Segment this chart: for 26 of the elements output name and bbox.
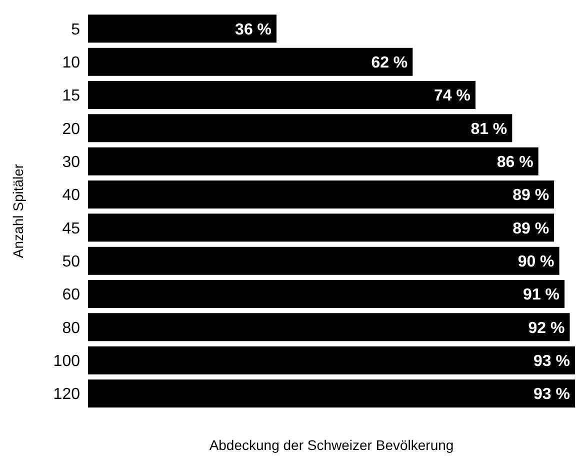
data-label: 92 % [528,320,565,337]
y-tick-label: 30 [62,154,80,171]
y-tick-label: 60 [62,286,80,304]
data-label: 74 % [434,88,471,105]
data-label: 89 % [512,187,550,204]
data-label: 91 % [523,286,560,304]
y-tick-label: 50 [62,253,80,270]
data-label: 90 % [518,254,554,270]
data-label: 62 % [371,54,408,72]
data-label: 89 % [512,220,550,238]
y-tick-label: 15 [62,88,80,105]
x-axis-title: Abdeckung der Schweizer Bevölkerung [209,437,454,453]
y-tick-label: 10 [62,54,80,72]
y-tick-label: 45 [62,220,80,238]
data-label: 93 % [534,353,570,370]
data-label: 93 % [534,386,570,404]
data-label: 36 % [235,21,272,38]
data-label: 86 % [496,154,534,171]
y-axis-title: Anzahl Spitäler [10,164,26,258]
y-tick-label: 20 [62,120,80,138]
y-tick-label: 120 [53,386,80,404]
y-tick-label: 100 [53,352,80,370]
data-label: 81 % [470,120,508,138]
y-tick-label: 80 [62,320,80,337]
y-tick-label: 40 [62,187,80,204]
y-tick-label: 5 [71,21,80,38]
